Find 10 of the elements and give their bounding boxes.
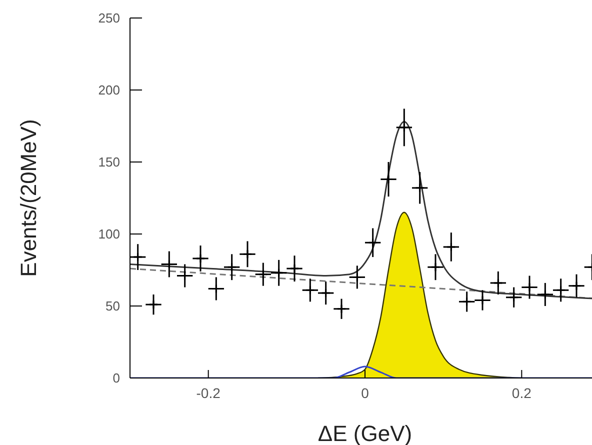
y-tick-label: 150 [98, 154, 120, 170]
y-tick-label: 250 [98, 10, 120, 26]
y-tick-label: 0 [112, 370, 120, 386]
y-tick-label: 100 [98, 226, 120, 242]
x-tick-label: -0.2 [196, 384, 221, 401]
y-axis-title: Events/(20MeV) [16, 119, 41, 277]
y-tick-label: 200 [98, 82, 120, 98]
x-tick-label: 0.2 [512, 384, 532, 401]
x-tick-label: 0 [361, 384, 370, 401]
y-tick-label: 50 [106, 298, 120, 314]
